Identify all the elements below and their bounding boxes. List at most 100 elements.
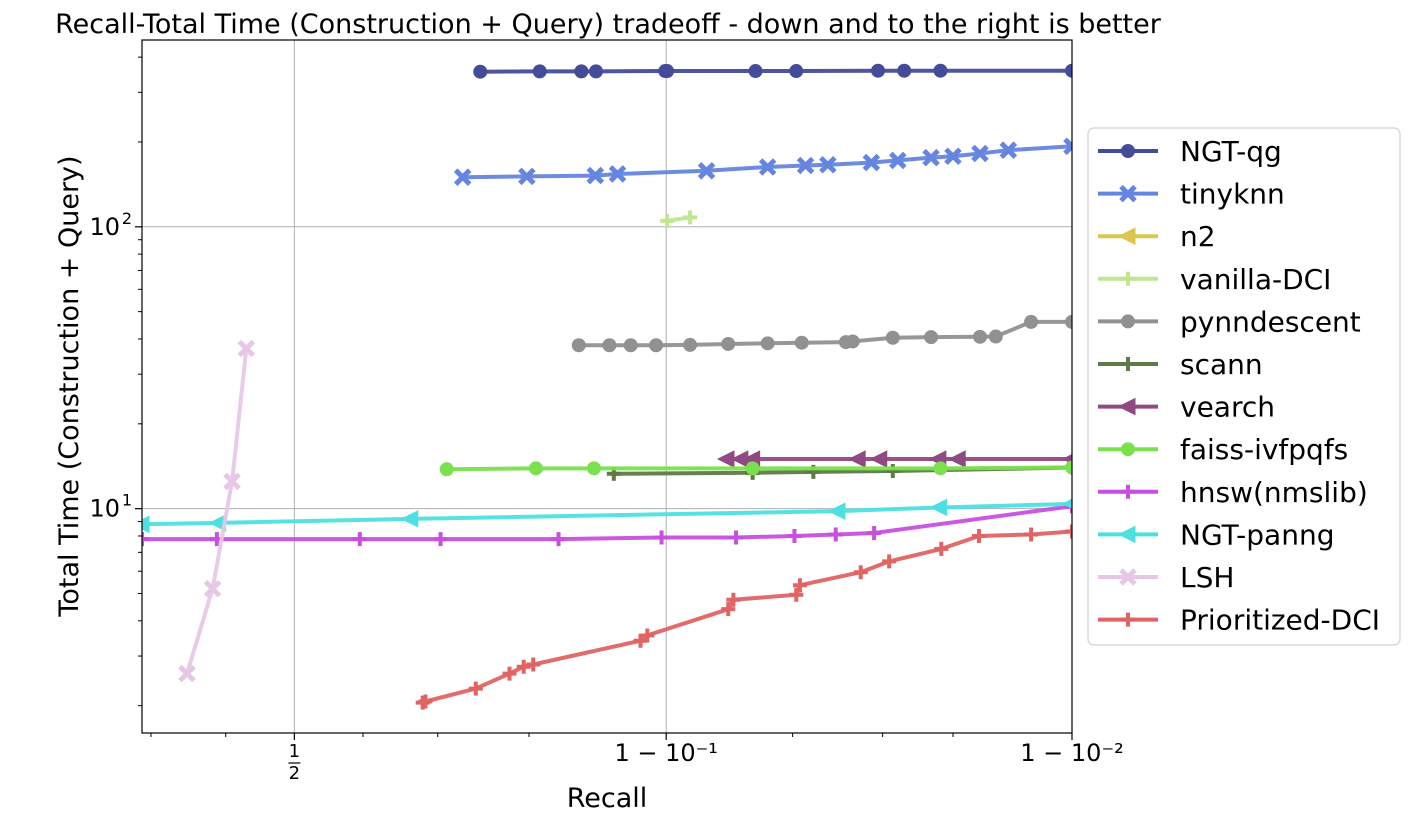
legend-label-scann: scann	[1180, 348, 1263, 381]
data-point-pynndescent	[760, 336, 775, 351]
series-ngt-panng	[142, 498, 1072, 534]
data-point-faiss-ivfpqfs	[586, 461, 601, 476]
data-point-lsh	[223, 472, 241, 491]
data-point-prioritized-dci	[526, 657, 541, 672]
legend-entry-scann: scann	[1098, 348, 1263, 381]
data-point-tinyknn	[697, 162, 716, 180]
legend-entry-tinyknn: tinyknn	[1098, 178, 1285, 211]
data-point-prioritized-dci	[721, 602, 736, 617]
legend-marker-vanilla-dci	[1121, 271, 1135, 286]
data-point-hnsw-nmslib	[551, 532, 566, 547]
data-point-prioritized-dci	[726, 592, 741, 607]
data-point-tinyknn	[586, 166, 605, 185]
legend-label-pynndescent: pynndescent	[1180, 305, 1361, 338]
data-point-ngt-panng	[400, 510, 419, 528]
data-point-vanilla-dci	[683, 210, 698, 225]
data-point-hnsw-nmslib	[142, 532, 149, 547]
data-point-tinyknn	[453, 168, 472, 186]
x-axis-label: Recall	[567, 783, 648, 814]
data-point-prioritized-dci	[789, 587, 804, 602]
data-point-ngt-panng	[142, 515, 150, 534]
grid-lines	[142, 40, 1073, 733]
data-point-prioritized-dci	[468, 681, 483, 696]
data-point-ngt-qg	[748, 64, 763, 79]
legend-entry-vearch: vearch	[1098, 391, 1275, 424]
legend-entry-lsh: LSH	[1098, 561, 1234, 594]
data-point-tinyknn	[944, 147, 962, 165]
series-scann	[606, 460, 1072, 481]
series-line-ngt-qg	[480, 68, 1072, 74]
data-point-pynndescent	[721, 336, 736, 351]
data-point-ngt-qg	[871, 63, 886, 78]
chart-title: Recall-Total Time (Construction + Query)…	[55, 9, 1162, 40]
data-point-ngt-qg	[1065, 63, 1072, 78]
data-point-prioritized-dci	[1024, 527, 1039, 542]
data-point-prioritized-dci	[792, 578, 807, 593]
data-point-pynndescent	[571, 338, 586, 353]
legend-entry-hnsw-nmslib: hnsw(nmslib)	[1098, 476, 1368, 509]
legend-entry-ngt-qg: NGT-qg	[1098, 135, 1282, 168]
data-point-faiss-ivfpqfs	[439, 462, 454, 477]
data-point-ngt-qg	[574, 64, 589, 79]
y-tick-label-exponent: 1	[122, 491, 132, 510]
data-point-tinyknn	[796, 156, 815, 175]
data-point-prioritized-dci	[882, 554, 897, 569]
data-point-vanilla-dci	[660, 213, 675, 228]
series-lsh	[178, 339, 256, 683]
data-point-hnsw-nmslib	[867, 525, 882, 540]
series-prioritized-dci	[415, 524, 1072, 710]
legend-label-prioritized-dci: Prioritized-DCI	[1180, 604, 1380, 637]
legend-label-hnsw-nmslib: hnsw(nmslib)	[1180, 476, 1368, 509]
series-tinyknn	[453, 137, 1072, 186]
series-hnsw-nmslib	[142, 499, 1072, 547]
data-point-ngt-panng	[827, 502, 846, 520]
data-point-hnsw-nmslib	[729, 530, 744, 545]
legend-label-vearch: vearch	[1180, 391, 1275, 424]
data-point-prioritized-dci	[934, 541, 949, 556]
legend-marker-n2	[1117, 227, 1136, 246]
data-point-prioritized-dci	[640, 628, 655, 643]
data-point-tinyknn	[862, 153, 881, 172]
legend-marker-lsh	[1119, 568, 1137, 586]
data-point-pynndescent	[885, 330, 900, 345]
legend-entry-pynndescent: pynndescent	[1098, 305, 1361, 338]
x-tick-label: 1 − 10⁻¹	[614, 739, 717, 767]
data-point-pynndescent	[602, 338, 617, 353]
data-point-tinyknn	[608, 165, 627, 183]
data-point-lsh	[178, 664, 196, 683]
data-point-pynndescent	[649, 338, 664, 353]
legend-marker-pynndescent	[1121, 314, 1135, 329]
legend-marker-faiss-ivfpqfs	[1121, 442, 1135, 457]
legend-marker-tinyknn	[1119, 184, 1137, 203]
data-point-prioritized-dci	[971, 528, 986, 543]
data-point-pynndescent	[623, 338, 638, 353]
data-point-vearch	[948, 450, 966, 468]
x-tick-label-denominator: 2	[289, 763, 300, 784]
data-point-tinyknn	[518, 167, 536, 186]
series-pynndescent	[571, 314, 1072, 353]
x-tick-label: 1 − 10⁻²	[1020, 739, 1123, 767]
data-point-prioritized-dci	[853, 565, 868, 580]
data-point-pynndescent	[683, 337, 698, 352]
data-point-hnsw-nmslib	[352, 532, 367, 547]
data-point-tinyknn	[922, 148, 940, 167]
data-point-faiss-ivfpqfs	[1065, 460, 1072, 475]
data-point-ngt-qg	[897, 63, 912, 78]
data-point-pynndescent	[845, 334, 860, 349]
series-line-pynndescent	[578, 319, 1072, 348]
data-point-hnsw-nmslib	[654, 530, 669, 545]
data-point-pynndescent	[1065, 314, 1072, 329]
legend-label-ngt-qg: NGT-qg	[1180, 135, 1282, 168]
data-point-prioritized-dci	[502, 666, 517, 681]
legend-label-ngt-panng: NGT-panng	[1180, 518, 1334, 551]
legend-entry-n2: n2	[1098, 220, 1216, 253]
data-point-ngt-panng	[1061, 498, 1072, 509]
data-point-prioritized-dci	[516, 659, 531, 674]
legend-label-vanilla-dci: vanilla-DCI	[1180, 263, 1331, 296]
data-point-tinyknn	[971, 144, 989, 163]
legend-entry-vanilla-dci: vanilla-DCI	[1098, 263, 1331, 296]
legend-marker-vearch	[1117, 397, 1136, 416]
data-point-prioritized-dci	[418, 694, 433, 709]
data-point-ngt-qg	[933, 63, 948, 78]
